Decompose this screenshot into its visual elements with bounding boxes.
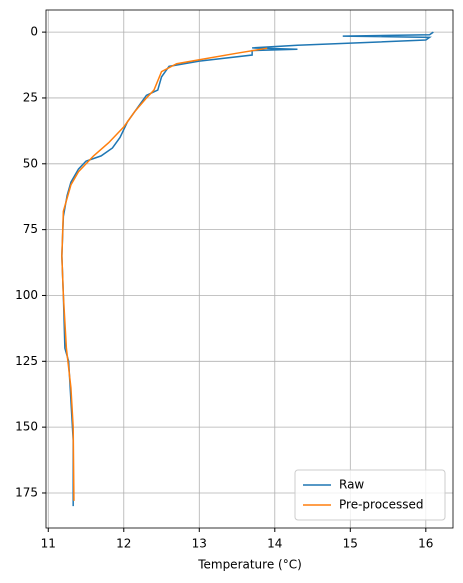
x-tick-label: 12	[116, 537, 131, 551]
y-tick-label: 0	[30, 25, 38, 39]
plot-frame	[45, 9, 454, 529]
y-tick-label: 75	[23, 222, 38, 236]
y-tick-label: 50	[23, 156, 38, 170]
legend-label: Pre-processed	[339, 498, 424, 512]
y-tick-label: 25	[23, 90, 38, 104]
data-line	[61, 47, 268, 501]
data-line	[61, 31, 434, 507]
x-tick-label: 13	[192, 537, 207, 551]
x-axis-label: Temperature (°C)	[197, 558, 302, 572]
y-tick-label: 100	[15, 288, 38, 302]
x-tick-label: 16	[418, 537, 433, 551]
x-tick-label: 11	[41, 537, 56, 551]
y-tick-label: 125	[15, 354, 38, 368]
legend-label: Raw	[339, 478, 364, 492]
y-tick-label: 150	[15, 420, 38, 434]
x-tick-label: 15	[343, 537, 358, 551]
legend-box	[294, 469, 446, 521]
y-tick-label: 175	[15, 485, 38, 499]
x-tick-label: 14	[267, 537, 282, 551]
